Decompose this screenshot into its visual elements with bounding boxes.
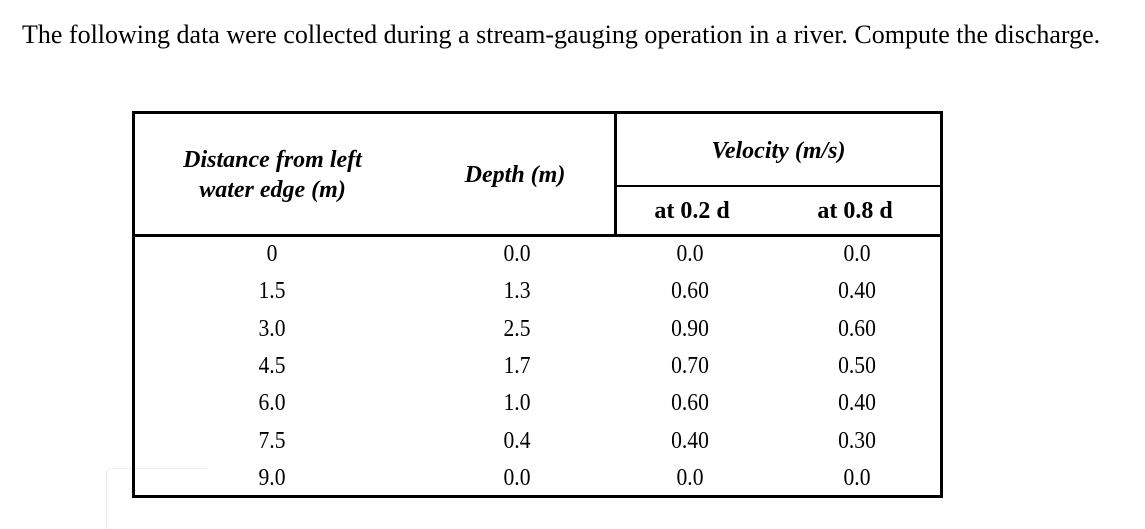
depth-cell: 0.4 — [503, 427, 531, 454]
distance-cell: 3.0 — [258, 315, 286, 342]
distance-cell: 4.5 — [258, 352, 286, 379]
distance-cell: 1.5 — [258, 278, 286, 305]
depth-cell: 1.3 — [503, 278, 531, 305]
velocity-02-cell: 0.90 — [671, 315, 709, 342]
velocity-08-cell: 0.50 — [838, 352, 876, 379]
distance-cell: 7.5 — [258, 427, 286, 454]
depth-cell: 2.5 — [503, 315, 531, 342]
velocity-08-cell: 0.60 — [838, 315, 876, 342]
overlay-shadow — [106, 468, 207, 529]
velocity-08-cell: 0.40 — [838, 278, 876, 305]
header-v02: at 0.2 d — [654, 198, 730, 224]
data-table: Distance from left water edge (m) Depth … — [132, 111, 943, 498]
velocity-02-cell: 0.40 — [671, 427, 709, 454]
depth-cell: 1.7 — [503, 352, 531, 379]
header-distance-line1: Distance from left — [183, 147, 362, 173]
velocity-02-cell: 0.70 — [671, 352, 709, 379]
depth-cell: 1.0 — [503, 390, 531, 417]
depth-cell: 0.0 — [503, 464, 531, 491]
header-divider — [614, 114, 617, 236]
velocity-02-cell: 0.60 — [671, 278, 709, 305]
distance-cell: 6.0 — [258, 390, 286, 417]
depth-cell: 0.0 — [503, 241, 531, 267]
velocity-02-cell: 0.60 — [671, 390, 709, 417]
velocity-08-cell: 0.0 — [843, 464, 871, 491]
distance-cell: 0 — [266, 241, 278, 267]
velocity-02-cell: 0.0 — [676, 241, 704, 267]
header-depth: Depth (m) — [464, 162, 566, 188]
header-distance: Distance from left water edge (m) — [135, 145, 410, 205]
velocity-08-cell: 0.0 — [843, 241, 871, 267]
problem-text: The following data were collected during… — [22, 20, 1101, 49]
velocity-08-cell: 0.30 — [838, 427, 876, 454]
velocity-08-cell: 0.40 — [838, 390, 876, 417]
distance-cell: 9.0 — [258, 464, 286, 491]
header-distance-line2: water edge (m) — [199, 177, 346, 203]
header-v08: at 0.8 d — [817, 198, 893, 224]
velocity-divider — [617, 185, 940, 187]
header-velocity: Velocity (m/s) — [711, 138, 846, 164]
velocity-02-cell: 0.0 — [676, 464, 704, 491]
header-bottom-border — [135, 234, 940, 237]
